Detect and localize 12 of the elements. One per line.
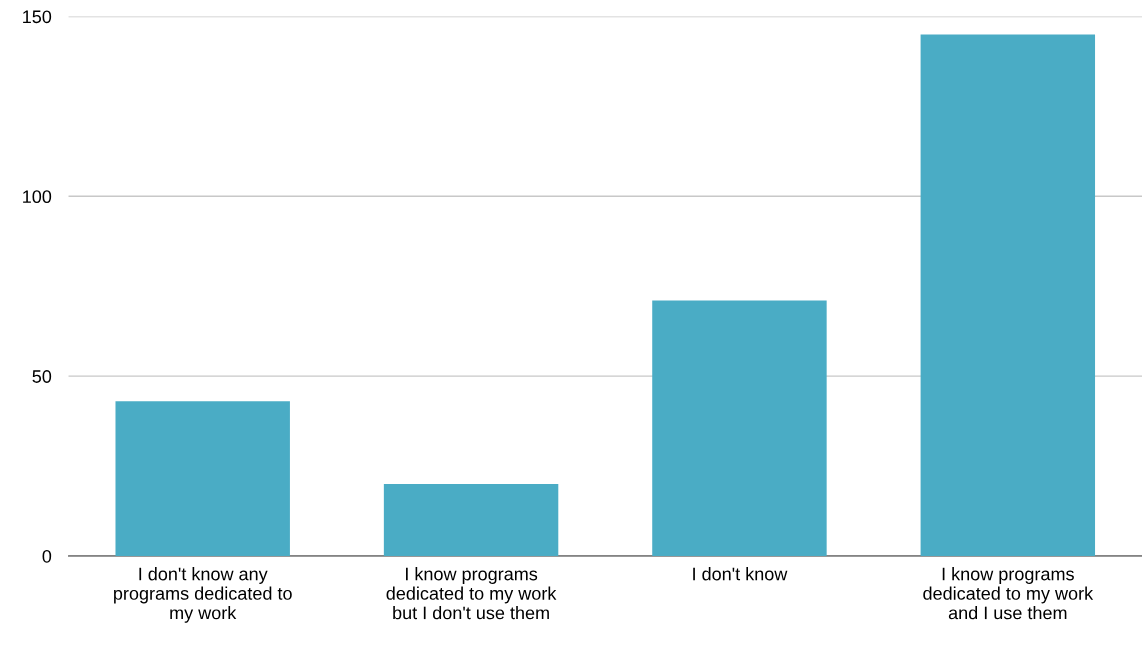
- x-tick-label: I don't know any programs dedicated to my work: [114, 567, 292, 623]
- y-tick-label: 50: [32, 370, 52, 383]
- bar: [383, 484, 559, 557]
- x-tick-label: I don't know: [693, 567, 788, 581]
- x-tick-label: I know programs dedicated to my work and I use them: [923, 567, 1094, 620]
- y-tick-label: 0: [42, 549, 52, 563]
- y-tick-label: 100: [23, 190, 52, 204]
- bar: [920, 34, 1096, 557]
- bar: [115, 401, 290, 557]
- bar: [652, 300, 827, 557]
- x-tick-label: I know programs dedicated to my work but I don't use them: [386, 567, 557, 620]
- y-tick-label: 150: [23, 10, 52, 24]
